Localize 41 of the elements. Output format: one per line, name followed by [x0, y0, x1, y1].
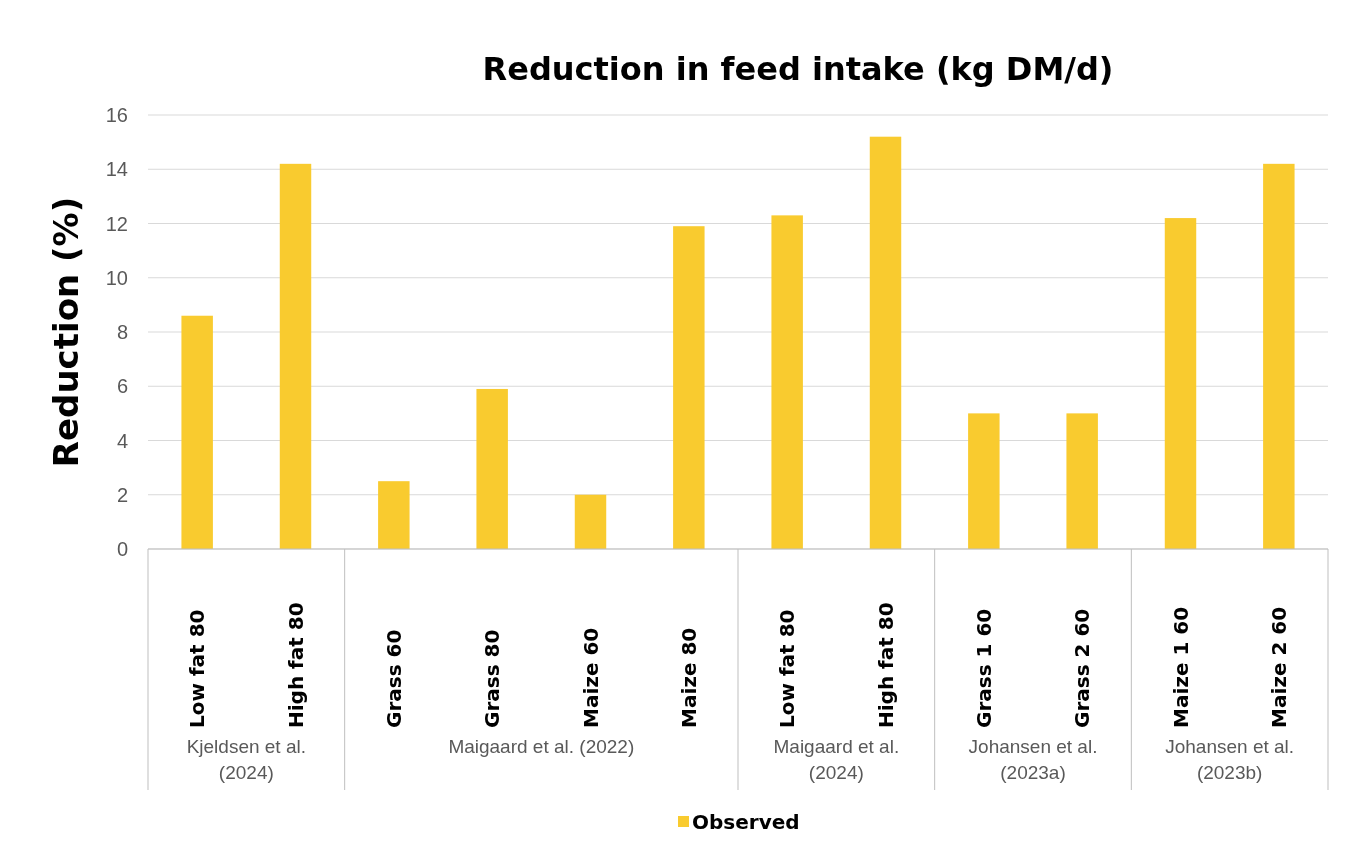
x-tick-label: Maize 80 [676, 627, 701, 728]
text: Maigaard et al. (2022) [448, 736, 635, 757]
x-tick-label: High fat 80 [283, 602, 308, 728]
bar [476, 388, 508, 549]
bar [574, 494, 607, 549]
y-tick-label: 10 [105, 266, 128, 289]
y-tick-label: 16 [105, 104, 128, 126]
bar [968, 413, 1000, 549]
chart-title: Reduction in feed intake (kg DM/d) [482, 50, 1114, 88]
bar [378, 481, 410, 549]
bar [869, 136, 902, 549]
x-tick-label: Grass 1 60 [971, 608, 996, 728]
x-tick-label: Low fat 80 [185, 609, 210, 728]
x-tick-label: Maize 1 60 [1168, 606, 1193, 728]
x-tick-label: Grass 2 60 [1070, 608, 1095, 728]
text: Johansen et al. (2023b) [1165, 736, 1295, 783]
text: Kjeldsen et al. (2024) [186, 736, 307, 783]
bar [1263, 163, 1295, 549]
x-tick-label: Grass 80 [480, 629, 505, 728]
bar [279, 163, 312, 549]
y-tick-label: 12 [105, 212, 128, 235]
bar [771, 215, 803, 549]
y-tick-label: 14 [105, 158, 128, 181]
y-tick-label: 4 [116, 429, 128, 452]
y-tick-label: 2 [116, 483, 128, 506]
bar [673, 226, 705, 549]
text: Johansen et al. (2023a) [968, 736, 1098, 783]
x-tick-label: Maize 2 60 [1266, 606, 1291, 728]
x-tick-label: High fat 80 [873, 602, 898, 728]
y-tick-label: 8 [116, 321, 128, 343]
legend-label: Observed [692, 810, 800, 834]
bar [1066, 413, 1098, 549]
x-tick-label: Grass 60 [381, 629, 406, 728]
text: Maigaard et al. (2024) [773, 736, 900, 783]
y-axis-title: Reduction (%) [46, 196, 86, 468]
bar [1164, 218, 1197, 549]
x-tick-label: Low fat 80 [775, 609, 800, 728]
bar [181, 315, 213, 549]
y-tick-label: 6 [116, 375, 128, 398]
y-tick-label: 0 [116, 538, 128, 560]
x-tick-label: Maize 60 [578, 627, 603, 728]
